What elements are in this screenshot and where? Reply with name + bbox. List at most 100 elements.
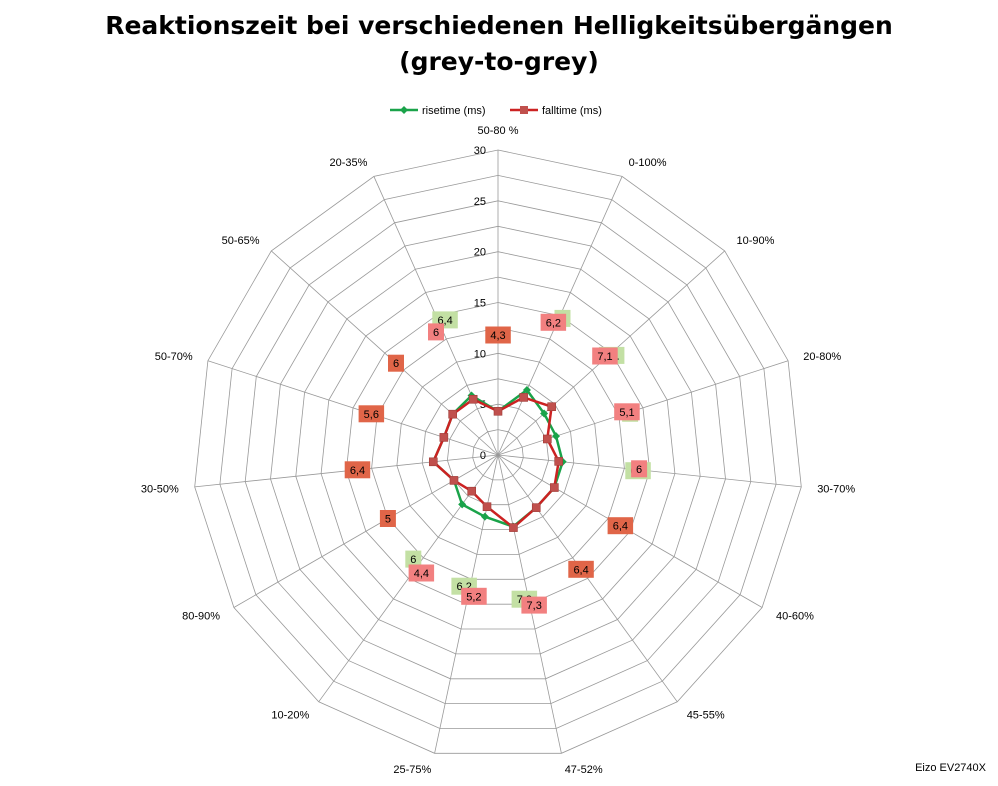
radial-tick-label: 15 (474, 298, 486, 310)
falltime-point (547, 402, 556, 411)
falltime-data-label: 6,2 (546, 317, 561, 329)
category-label: 80-90% (182, 611, 220, 623)
grid-ring (472, 429, 524, 481)
series-line-falltime (432, 396, 560, 529)
series-layer (428, 385, 567, 532)
spoke (318, 454, 499, 703)
falltime-data-label-bg (461, 587, 487, 605)
data-label-bg (485, 326, 511, 344)
data-label-bg (388, 354, 404, 372)
chart-title: Reaktionszeit bei verschiedenen Helligke… (0, 8, 998, 80)
falltime-point (449, 476, 459, 485)
data-label: 6,4 (613, 521, 628, 533)
falltime-point (428, 457, 438, 467)
data-label-bg (344, 461, 371, 479)
falltime-point (448, 409, 457, 419)
grid-ring (396, 352, 600, 555)
grid-ring (194, 149, 802, 754)
falltime-data-label: 7,3 (527, 600, 542, 612)
category-label: 40-60% (776, 611, 814, 623)
grid-ring (421, 378, 575, 530)
falltime-data-label: 7,1 (597, 351, 612, 363)
risetime-data-label-bg (405, 550, 422, 568)
falltime-data-label: 5,1 (619, 407, 634, 419)
category-labels: 50-80 % 0-100% 10-90% 20-80% 30-70% 40-60% 45-… (141, 125, 855, 776)
legend-marker-risetime (400, 106, 408, 114)
falltime-point (554, 457, 563, 466)
category-label: 50-80 % (478, 125, 519, 137)
falltime-data-label: 4,4 (414, 568, 429, 580)
chart-title-line-1: Reaktionszeit bei verschiedenen Helligke… (105, 11, 893, 40)
falltime-point (493, 406, 503, 416)
falltime-point (468, 394, 478, 404)
risetime-point (522, 385, 531, 394)
legend-label-falltime: falltime (ms) (542, 105, 602, 117)
falltime-data-label-bg (521, 596, 547, 614)
grid-ring (219, 174, 777, 729)
category-label: 25-75% (393, 764, 431, 776)
category-label: 20-80% (803, 351, 841, 363)
falltime-data-label: 6 (433, 327, 439, 339)
falltime-point (543, 434, 552, 444)
data-label: 5,6 (364, 409, 379, 421)
falltime-point (550, 483, 559, 492)
category-label: 47-52% (565, 764, 603, 776)
falltime-data-label-bg (631, 460, 648, 478)
falltime-point (531, 503, 541, 512)
data-labels: 4,376,26,17,165,16,466,46,47,27,36,25,26… (344, 309, 651, 614)
grid-ring (320, 276, 676, 630)
grid-ring (446, 403, 550, 506)
data-label: 6,4 (573, 564, 588, 576)
grid-ring (345, 302, 651, 605)
data-label-bg (358, 405, 385, 423)
category-label: 20-35% (329, 157, 367, 169)
falltime-point (509, 523, 518, 532)
falltime-point (519, 393, 528, 402)
data-label-bg (379, 510, 396, 527)
credit-text: Eizo EV2740X (915, 762, 986, 774)
data-label: 4,3 (490, 330, 505, 342)
falltime-data-label-bg (408, 564, 435, 582)
legend: risetime (ms) falltime (ms) (390, 105, 602, 117)
falltime-point (482, 502, 492, 512)
radial-tick-label: 25 (474, 196, 486, 208)
category-label: 30-70% (817, 484, 855, 496)
grid-ring (244, 200, 752, 704)
spoke (271, 250, 499, 456)
data-label-bg (607, 517, 634, 535)
spoke (497, 454, 678, 703)
falltime-data-label-bg (540, 313, 567, 331)
radial-tick-label: 20 (474, 247, 486, 259)
falltime-data-label-bg (592, 347, 618, 365)
category-label: 50-65% (222, 235, 260, 247)
chart-title-line-2: (grey-to-grey) (399, 47, 599, 76)
grid-ring (270, 225, 726, 680)
legend-label-risetime: risetime (ms) (422, 105, 486, 117)
risetime-data-label: 6 (410, 554, 416, 566)
data-label: 6 (393, 358, 399, 370)
category-label: 0-100% (629, 157, 667, 169)
category-label: 50-70% (155, 351, 193, 363)
radial-tick-label: 0 (480, 450, 486, 462)
spoke (497, 360, 789, 456)
falltime-data-label-bg (428, 323, 444, 341)
spoke (207, 360, 499, 456)
radial-tick-label: 10 (474, 348, 486, 360)
category-label: 45-55% (687, 710, 725, 722)
falltime-data-label: 6 (636, 464, 642, 476)
risetime-point (552, 432, 561, 441)
radial-tick-label: 30 (474, 145, 486, 157)
risetime-point (540, 409, 549, 418)
falltime-data-label-bg (614, 403, 640, 421)
data-label-bg (568, 560, 594, 578)
falltime-point (467, 486, 477, 496)
data-label: 5 (385, 514, 391, 526)
grid-ring (295, 251, 701, 655)
legend-marker-falltime (520, 106, 528, 114)
risetime-point (458, 500, 467, 509)
category-label: 10-20% (271, 710, 309, 722)
falltime-point (439, 433, 449, 442)
grid-ring (371, 327, 625, 580)
radar-grid (194, 149, 802, 754)
